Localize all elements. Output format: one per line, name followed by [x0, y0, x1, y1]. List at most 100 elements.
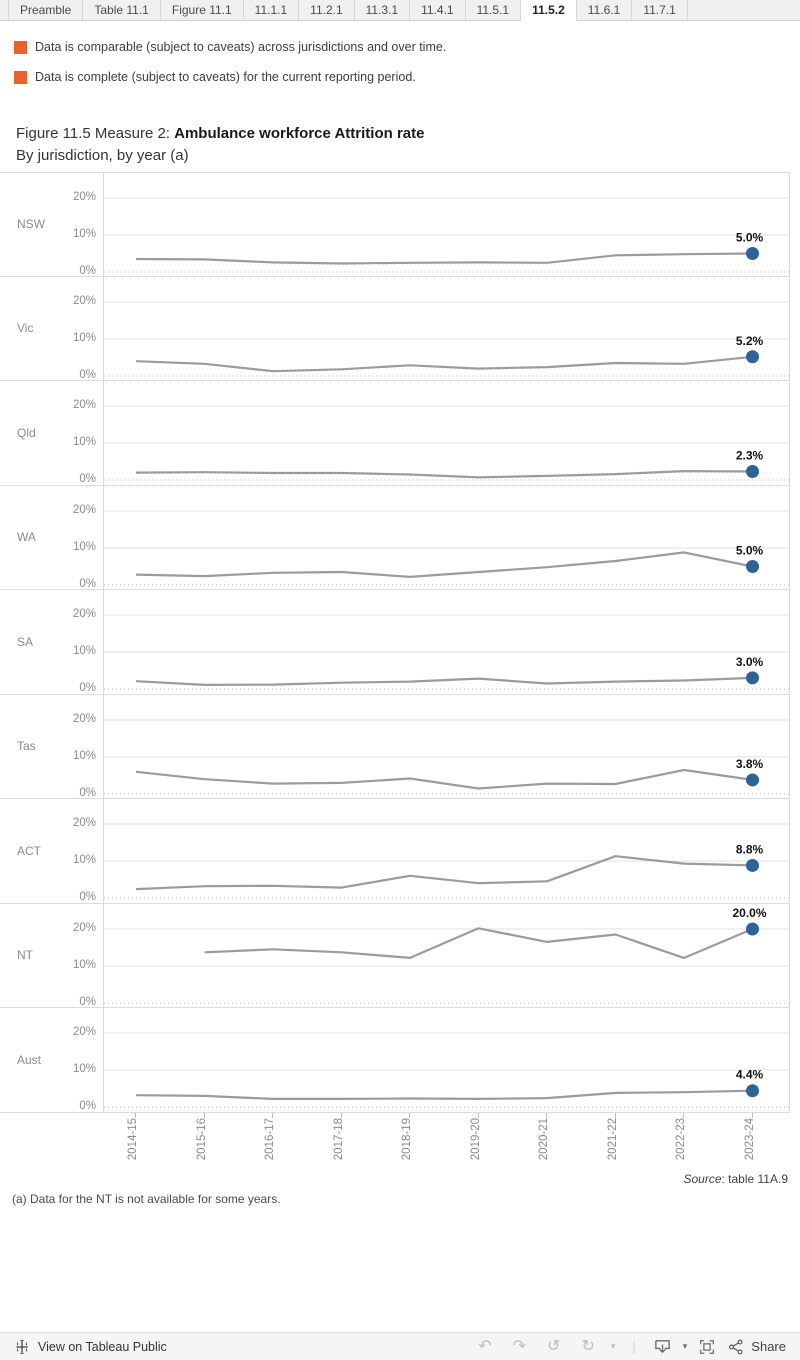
- line-chart-svg: 5.0%: [104, 197, 789, 273]
- trend-line[interactable]: [135, 550, 753, 578]
- tableau-logo-icon: [16, 1339, 28, 1354]
- footnote: (a) Data for the NT is not available for…: [12, 1192, 281, 1206]
- line-chart-svg: 8.8%: [104, 823, 789, 899]
- trend-line[interactable]: [135, 855, 753, 891]
- panel-row-wa: WA 20% 10% 0% 5.0%: [0, 485, 790, 590]
- line-chart-svg: 4.4%: [104, 1032, 789, 1108]
- latest-point-marker[interactable]: [746, 559, 759, 573]
- x-tick-mark: [614, 1113, 616, 1118]
- jurisdiction-label: NT: [17, 948, 33, 963]
- y-axis-ticks: 20% 10% 0%: [55, 904, 103, 1008]
- tab-11-1-1[interactable]: 11.1.1: [244, 0, 300, 20]
- latest-point-label: 5.2%: [736, 333, 764, 347]
- y-tick-label: 0%: [79, 995, 96, 1008]
- y-tick-label: 20%: [72, 399, 96, 411]
- jurisdiction-label: SA: [17, 634, 34, 649]
- line-chart-svg: 3.8%: [104, 719, 789, 794]
- y-tick-label: 20%: [72, 294, 96, 307]
- tab-figure-11-1[interactable]: Figure 11.1: [161, 0, 244, 20]
- tab-11-4-1[interactable]: 11.4.1: [410, 0, 466, 20]
- y-tick-label: 20%: [72, 608, 96, 620]
- legend-swatch-icon: [14, 71, 27, 84]
- latest-point-marker[interactable]: [746, 671, 759, 685]
- latest-point-marker[interactable]: [746, 858, 759, 872]
- fullscreen-icon[interactable]: [698, 1338, 716, 1356]
- legend-item-2: Data is complete (subject to caveats) fo…: [14, 70, 446, 100]
- tab-11-5-2[interactable]: 11.5.2: [521, 0, 577, 21]
- jurisdiction-label: NSW: [17, 217, 45, 232]
- tab-preamble[interactable]: Preamble: [8, 0, 84, 20]
- panel-row-act: ACT 20% 10% 0% 8.8%: [0, 799, 790, 904]
- download-caret-icon[interactable]: ▾: [682, 1341, 688, 1351]
- y-axis-ticks: 20% 10% 0%: [55, 173, 103, 277]
- y-tick-label: 0%: [79, 682, 96, 694]
- download-icon[interactable]: [653, 1337, 672, 1356]
- panel-plot: 5.2%: [103, 276, 790, 380]
- latest-point-marker[interactable]: [746, 1084, 759, 1098]
- share-icon: [729, 1339, 743, 1354]
- tab-11-6-1[interactable]: 11.6.1: [577, 0, 633, 20]
- panel-row-nsw: NSW 20% 10% 0% 5.0%: [0, 172, 790, 277]
- refresh-caret-icon[interactable]: ▾: [610, 1341, 616, 1351]
- panel-plot: 2.3%: [103, 381, 790, 485]
- latest-point-marker[interactable]: [746, 772, 759, 786]
- panel-row-nt: NT 20% 10% 0% 20.0%: [0, 903, 790, 1008]
- x-tick-mark: [272, 1113, 273, 1118]
- y-tick-label: 10%: [72, 854, 96, 866]
- trend-line[interactable]: [135, 355, 753, 372]
- panel-plot: 8.8%: [103, 799, 790, 903]
- trend-line[interactable]: [135, 469, 753, 479]
- latest-point-label: 4.4%: [736, 1068, 764, 1082]
- x-axis-label: 2023-24: [743, 1118, 756, 1161]
- tab-11-5-1[interactable]: 11.5.1: [466, 0, 522, 20]
- trend-line[interactable]: [135, 768, 753, 790]
- share-button[interactable]: Share: [727, 1338, 786, 1356]
- panel-row-tas: Tas 20% 10% 0% 3.8%: [0, 694, 790, 799]
- x-tick-mark: [477, 1113, 479, 1118]
- jurisdiction-label: Vic: [17, 321, 34, 336]
- y-tick-label: 10%: [72, 645, 96, 657]
- latest-point-label: 20.0%: [732, 906, 766, 920]
- panel-plot: 4.4%: [103, 1008, 790, 1112]
- undo-icon[interactable]: ↶: [478, 1337, 492, 1355]
- x-axis-label: 2018-19: [401, 1118, 413, 1161]
- panel-row-sa: SA 20% 10% 0% 3.0%: [0, 590, 790, 695]
- tab-11-7-1[interactable]: 11.7.1: [632, 0, 688, 20]
- latest-point-label: 5.0%: [736, 543, 764, 557]
- source-word: Source: [683, 1172, 722, 1186]
- redo-icon[interactable]: ↷: [512, 1337, 527, 1355]
- y-tick-label: 20%: [72, 921, 96, 934]
- legend-label: Data is comparable (subject to caveats) …: [35, 40, 447, 54]
- x-tick-mark: [751, 1113, 753, 1118]
- x-tick-mark: [546, 1113, 547, 1118]
- toolbar-divider: |: [632, 1339, 636, 1354]
- chart-title-block: Figure 11.5 Measure 2: Ambulance workfor…: [16, 123, 424, 167]
- toolbar-actions: ↶ ↷ ↺ ↻ ▾ | ▾: [473, 1337, 786, 1356]
- latest-point-label: 5.0%: [736, 231, 764, 245]
- tab-11-2-1[interactable]: 11.2.1: [299, 0, 355, 20]
- trend-line[interactable]: [204, 926, 753, 959]
- panel-plot: 3.0%: [103, 590, 790, 694]
- small-multiples-chart: NSW 20% 10% 0% 5.0% Vic 20% 10% 0% 5.2% Qld 20% 10% 0…: [0, 172, 790, 1113]
- trend-line[interactable]: [135, 252, 753, 265]
- y-axis-ticks: 20% 10% 0%: [55, 277, 103, 381]
- revert-icon[interactable]: ↺: [547, 1337, 561, 1355]
- latest-point-marker[interactable]: [746, 349, 759, 363]
- latest-point-marker[interactable]: [746, 464, 759, 478]
- latest-point-label: 8.8%: [736, 842, 764, 856]
- view-on-tableau-public-link[interactable]: View on Tableau Public: [14, 1339, 167, 1355]
- y-tick-label: 10%: [72, 749, 96, 762]
- y-axis-ticks: 20% 10% 0%: [55, 590, 103, 694]
- latest-point-marker[interactable]: [746, 247, 759, 260]
- refresh-icon[interactable]: ↻: [581, 1337, 595, 1355]
- y-axis-ticks: 20% 10% 0%: [55, 695, 103, 799]
- jurisdiction-label: ACT: [17, 843, 41, 858]
- y-axis-ticks: 20% 10% 0%: [55, 1008, 103, 1112]
- source-rest: : table 11A.9: [721, 1172, 789, 1186]
- tab-11-3-1[interactable]: 11.3.1: [355, 0, 411, 20]
- tab-table-11-1[interactable]: Table 11.1: [83, 0, 161, 20]
- trend-line[interactable]: [135, 676, 753, 687]
- x-tick-mark: [683, 1113, 684, 1118]
- trend-line[interactable]: [135, 1089, 753, 1101]
- latest-point-marker[interactable]: [746, 922, 759, 935]
